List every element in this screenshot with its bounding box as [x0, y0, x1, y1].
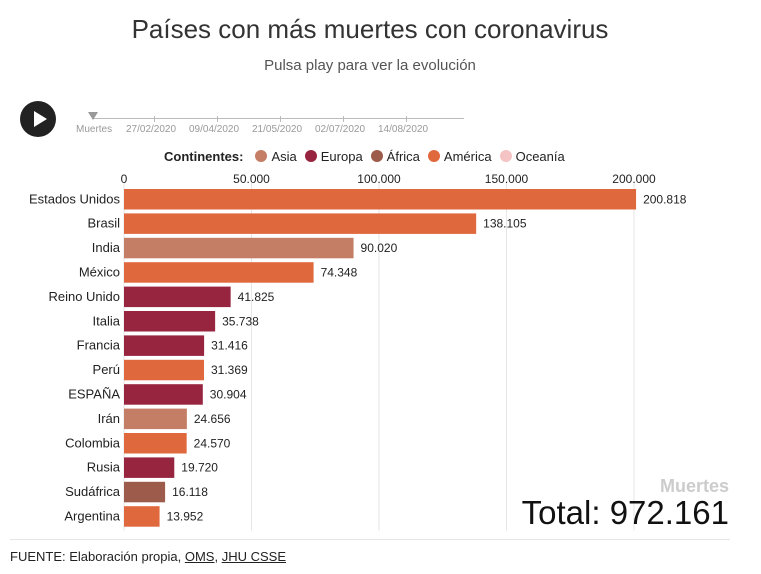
timeline-date-label: 09/04/2020: [189, 124, 240, 135]
total-label: Muertes: [659, 476, 729, 496]
value-label: 74.348: [321, 265, 358, 279]
legend-item[interactable]: América: [427, 148, 492, 164]
timeline-track: [92, 118, 464, 119]
source-link-oms[interactable]: OMS: [184, 549, 215, 564]
value-label: 13.952: [167, 509, 204, 523]
legend-swatch: [255, 150, 268, 162]
legend-swatch: [499, 150, 512, 162]
category-label: Rusia: [87, 460, 121, 475]
legend-item[interactable]: Asia: [255, 148, 297, 164]
footer-divider: [10, 539, 730, 540]
bar: [124, 408, 187, 430]
bar: [124, 237, 354, 259]
category-label: Estados Unidos: [29, 191, 121, 206]
timeline-tick: [217, 116, 218, 122]
source-separator: ,: [214, 549, 222, 564]
timeline-tick: [343, 116, 344, 122]
value-label: 200.818: [643, 192, 687, 206]
legend-item[interactable]: Oceanía: [499, 148, 565, 164]
category-label: India: [92, 240, 121, 255]
bar: [124, 286, 231, 308]
legend-swatch: [427, 150, 440, 162]
source-link-jhu[interactable]: JHU CSSE: [221, 549, 287, 564]
value-label: 41.825: [238, 290, 275, 304]
bar: [124, 481, 166, 503]
legend-swatch: [370, 150, 383, 162]
value-label: 24.570: [194, 436, 231, 450]
bar: [124, 189, 637, 210]
legend-item[interactable]: África: [370, 148, 420, 164]
source-prefix: FUENTE: Elaboración propia,: [10, 549, 185, 564]
legend-label: Asia: [271, 148, 297, 164]
value-label: 138.105: [483, 217, 527, 231]
legend-label: África: [386, 148, 420, 164]
value-label: 30.904: [210, 387, 247, 401]
timeline-date-label: 27/02/2020: [126, 124, 177, 135]
timeline-date-label: 14/08/2020: [378, 124, 429, 135]
category-label: Argentina: [64, 508, 120, 523]
timeline-tick: [154, 116, 155, 122]
x-tick-label: 100.000: [357, 172, 401, 186]
value-label: 35.738: [222, 314, 259, 328]
legend-item[interactable]: Europa: [304, 148, 363, 164]
value-label: 31.416: [211, 339, 248, 353]
timeline-date-label: 21/05/2020: [252, 124, 303, 135]
category-label: Italia: [93, 313, 121, 328]
bar: [124, 311, 216, 332]
value-label: 90.020: [361, 241, 398, 255]
bar: [124, 359, 204, 381]
category-label: Brasil: [87, 216, 120, 231]
legend-swatch: [304, 150, 317, 162]
category-label: México: [79, 264, 120, 279]
timeline-slider[interactable]: Muertes 27/02/2020 09/04/2020 21/05/2020 02…: [76, 112, 466, 142]
bar: [124, 213, 477, 234]
category-label: ESPAÑA: [68, 386, 120, 401]
value-label: 31.369: [211, 363, 248, 377]
legend-label: América: [443, 148, 492, 164]
x-tick-label: 150.000: [485, 172, 529, 186]
timeline-label: Muertes: [76, 124, 113, 135]
category-label: Sudáfrica: [65, 484, 121, 499]
x-tick-label: 50.000: [233, 172, 270, 186]
timeline-handle[interactable]: [88, 112, 98, 120]
bar: [124, 506, 160, 527]
category-label: Irán: [98, 411, 120, 426]
value-label: 19.720: [181, 461, 218, 475]
category-label: Perú: [93, 362, 120, 377]
value-label: 24.656: [194, 412, 231, 426]
bar: [124, 262, 314, 283]
timeline-tick: [406, 116, 407, 122]
bar: [124, 433, 187, 454]
play-icon: [34, 111, 47, 127]
bar: [124, 384, 203, 405]
bar: [124, 335, 205, 356]
x-tick-label: 0: [121, 172, 128, 186]
continent-legend: Continentes: Asia Europa África América Ocea…: [164, 147, 573, 165]
x-tick-label: 200.000: [612, 172, 656, 186]
category-label: Colombia: [65, 435, 121, 450]
chart-subtitle: Pulsa play para ver la evolución: [264, 57, 476, 74]
chart-title: Países con más muertes con coronavirus: [131, 14, 609, 44]
total-deaths: Total: 972.161: [521, 494, 729, 531]
play-button[interactable]: [20, 101, 56, 137]
timeline-tick: [280, 116, 281, 122]
source-footer: FUENTE: Elaboración propia, OMS, JHU CSS…: [10, 549, 286, 564]
value-label: 16.118: [172, 485, 208, 499]
bar: [124, 457, 175, 478]
category-label: Francia: [77, 338, 121, 353]
legend-label: Oceanía: [515, 148, 565, 164]
timeline-date-label: 02/07/2020: [315, 124, 366, 135]
category-label: Reino Unido: [48, 289, 120, 304]
legend-title: Continentes:: [164, 148, 244, 164]
legend-label: Europa: [320, 148, 363, 164]
